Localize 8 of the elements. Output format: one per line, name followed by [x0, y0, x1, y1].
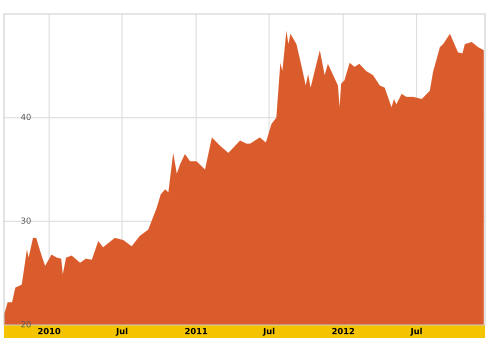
x-tick-label: Jul [262, 328, 274, 336]
x-tick-label: 2012 [332, 328, 354, 334]
x-tick-label: 2010 [38, 328, 60, 334]
y-tick-label: 30 [21, 217, 31, 224]
y-tick-label: 40 [21, 114, 31, 120]
x-tick-label: 2011 [185, 328, 208, 334]
x-tick-label: Jul [410, 328, 422, 336]
x-tick-label: Jul [116, 328, 128, 336]
